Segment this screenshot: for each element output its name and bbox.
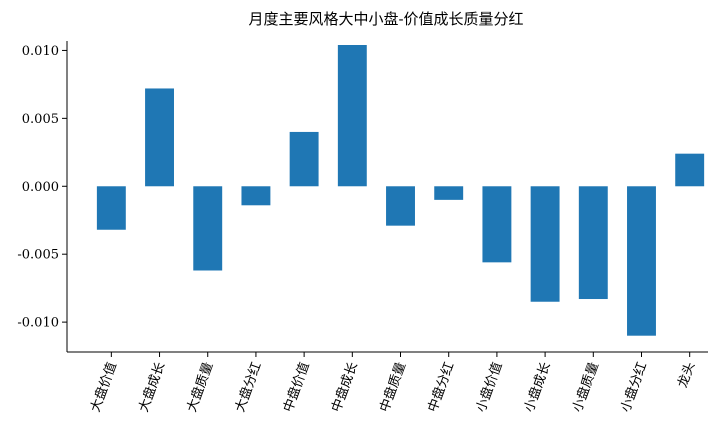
x-tick-label: 龙头 bbox=[675, 360, 698, 390]
bar bbox=[675, 153, 705, 187]
x-tick-label: 中盘分红 bbox=[425, 360, 458, 414]
x-tick-label: 大盘价值 bbox=[87, 360, 120, 414]
bar bbox=[386, 186, 415, 226]
x-tick-label: 小盘价值 bbox=[473, 360, 506, 414]
x-tick-label: 中盘质量 bbox=[376, 360, 409, 414]
y-axis: 0.010 0.005 0.000 -0.005 -0.010 bbox=[17, 41, 68, 352]
bar bbox=[434, 186, 464, 200]
x-tick-label: 大盘分红 bbox=[232, 360, 265, 414]
bar bbox=[627, 186, 656, 336]
bar bbox=[482, 186, 512, 263]
x-tick-label: 中盘价值 bbox=[280, 360, 313, 414]
bar bbox=[145, 88, 174, 187]
bar bbox=[289, 131, 319, 187]
x-tick-label: 大盘成长 bbox=[135, 360, 168, 414]
y-tick-label: 0.005 bbox=[22, 112, 59, 127]
bar bbox=[193, 186, 223, 271]
bars bbox=[96, 45, 705, 336]
x-tick-label: 小盘成长 bbox=[521, 360, 554, 414]
x-tick-label: 中盘成长 bbox=[328, 360, 361, 414]
x-axis: 大盘价值 大盘成长 大盘质量 大盘分红 中盘价值 中盘成长 中盘质量 中盘分红 小盘价值 小盘成长… bbox=[67, 351, 708, 414]
bar bbox=[530, 186, 560, 302]
x-tick-label: 小盘质量 bbox=[569, 360, 602, 414]
bar bbox=[241, 186, 271, 206]
bar bbox=[96, 186, 126, 230]
x-tick-label: 小盘分红 bbox=[617, 360, 650, 414]
y-tick-label: 0.010 bbox=[22, 44, 59, 59]
y-tick-label: -0.005 bbox=[17, 248, 59, 263]
bar bbox=[578, 186, 608, 300]
chart-title: 月度主要风格大中小盘-价值成长质量分红 bbox=[248, 10, 523, 28]
x-tick-label: 大盘质量 bbox=[184, 360, 217, 414]
y-tick-label: 0.000 bbox=[22, 180, 59, 195]
bar bbox=[337, 45, 367, 187]
y-tick-label: -0.010 bbox=[17, 316, 59, 331]
